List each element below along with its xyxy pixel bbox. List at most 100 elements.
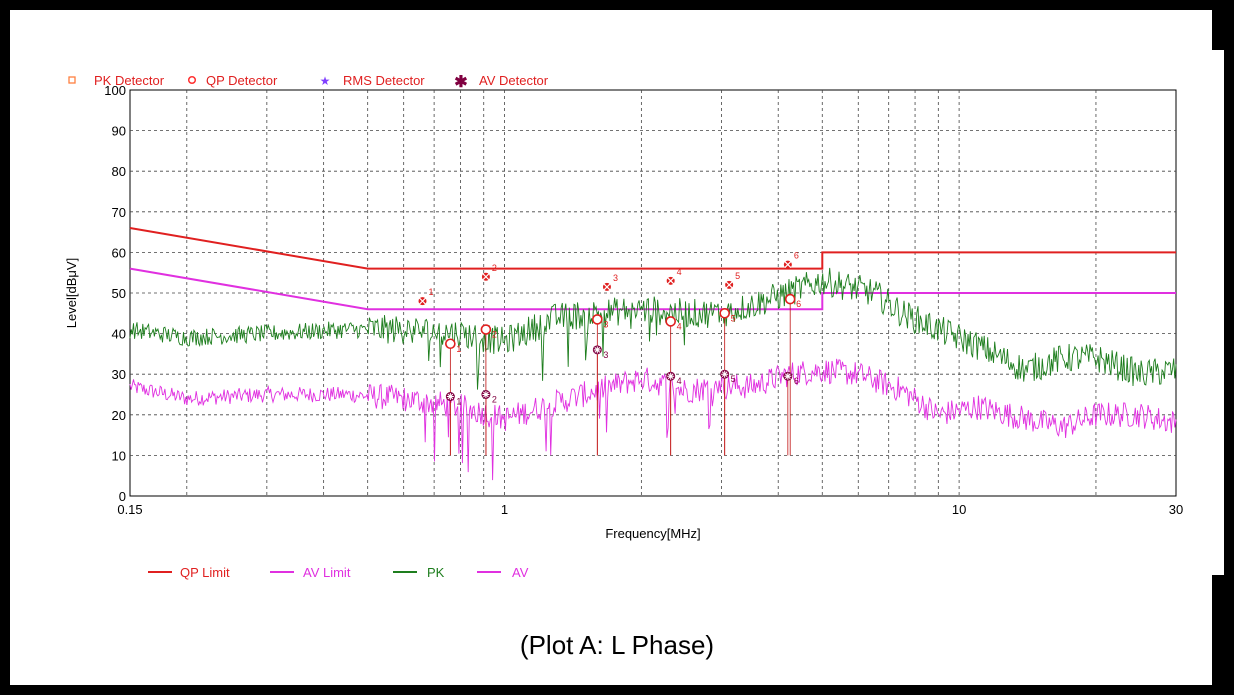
av-marker-label: 4 [677, 376, 682, 386]
qp-marker-label: 4 [677, 321, 682, 331]
pk-marker: 4 [666, 267, 682, 285]
y-tick-label: 90 [112, 124, 126, 139]
tick-labels: 0 10 20 30 40 50 60 70 80 90 100 0.15 1 10 30 [104, 83, 1183, 517]
qp-marker: 5 [719, 307, 736, 323]
pk-marker: 6 [783, 251, 799, 269]
y-tick-label: 100 [104, 83, 126, 98]
qp-detector-circle-icon [187, 75, 197, 85]
av-marker-star [784, 372, 792, 380]
qp-marker-circle [445, 338, 456, 350]
qp-limit-line [129, 227, 1176, 270]
y-axis-label: Level[dBμV] [64, 258, 79, 328]
qp-marker: 6 [784, 293, 801, 309]
legend-pk-detector-label: PK Detector [94, 73, 165, 88]
av-marker: 5 [720, 369, 736, 384]
y-tick-label: 60 [112, 245, 126, 260]
pk-marker-cross [603, 283, 611, 291]
qp-marker-circle [480, 324, 492, 335]
av-marker: 2 [481, 390, 497, 405]
legend-rms-detector: ★ RMS Detector [320, 73, 426, 88]
y-tick-label: 70 [112, 205, 126, 220]
qp-marker-circle [784, 293, 796, 305]
pk-marker-label: 2 [492, 263, 497, 273]
qp-marker: 2 [480, 324, 497, 340]
legend-pk-label: PK [427, 565, 445, 580]
qp-marker: 3 [592, 314, 608, 329]
legend-av-label: AV [512, 565, 529, 580]
legend-qp-detector-label: QP Detector [206, 73, 278, 88]
qp-marker-circle [665, 316, 676, 327]
x-tick-label: 1 [501, 502, 508, 517]
pk-marker-cross [482, 273, 490, 281]
av-marker: 6 [783, 371, 799, 386]
legend-pk-detector: PK Detector [68, 73, 165, 88]
y-tick-label: 30 [112, 367, 126, 382]
av-detector-asterisk-icon: ✱ [454, 74, 467, 91]
qp-marker: 1 [445, 338, 461, 354]
av-trace [129, 358, 1177, 481]
pk-marker-label: 6 [794, 251, 799, 261]
av-marker-label: 3 [603, 350, 608, 360]
y-tick-label: 50 [112, 286, 126, 301]
x-tick-label: 0.15 [117, 502, 142, 517]
rms-detector-star-icon: ★ [320, 74, 331, 88]
pk-marker-label: 4 [677, 267, 682, 277]
qp-marker: 4 [665, 316, 682, 331]
av-limit-line [129, 267, 1176, 311]
qp-marker-label: 5 [731, 313, 736, 323]
legend-av-detector: ✱ AV Detector [454, 73, 548, 91]
av-marker-star [593, 346, 601, 354]
limit-lines [129, 227, 1176, 311]
av-marker-star [721, 370, 729, 378]
pk-marker: 5 [725, 271, 740, 289]
traces [129, 267, 1177, 481]
y-tick-label: 20 [112, 408, 126, 423]
pk-marker: 3 [602, 273, 618, 291]
av-marker-star [446, 393, 454, 401]
av-marker-star [482, 391, 490, 398]
av-marker-label: 1 [456, 397, 461, 407]
detector-markers: 1 2 3 4 5 6 1 2 3 4 5 6 1 2 3 4 5 6 [418, 251, 801, 407]
av-marker-label: 5 [731, 374, 736, 384]
av-marker-star [667, 372, 675, 380]
legend-av-limit: AV Limit [270, 565, 351, 580]
av-marker-label: 6 [794, 376, 799, 386]
qp-marker-label: 3 [603, 319, 608, 329]
legend-av: AV [477, 565, 529, 580]
qp-marker-circle [719, 307, 730, 319]
legend-qp-limit-label: QP Limit [180, 565, 230, 580]
y-tick-label: 0 [119, 489, 126, 504]
pk-marker: 1 [418, 287, 434, 306]
pk-trace [129, 267, 1177, 390]
y-tick-label: 40 [112, 327, 126, 342]
x-tick-label: 10 [952, 502, 966, 517]
pk-marker: 2 [481, 263, 497, 281]
pk-marker-cross [419, 297, 426, 305]
frame-edge-bottom-right [1212, 575, 1224, 685]
legend-av-limit-label: AV Limit [303, 565, 351, 580]
qp-marker-label: 6 [796, 299, 801, 309]
detector-legend: PK Detector QP Detector ★ RMS Detector ✱… [68, 73, 549, 91]
y-tick-label: 10 [112, 448, 126, 463]
pk-marker-label: 3 [613, 273, 618, 283]
pk-marker-label: 1 [429, 287, 434, 297]
pk-detector-square-icon [68, 76, 76, 84]
legend-qp-limit: QP Limit [148, 565, 230, 580]
av-marker: 1 [445, 392, 461, 407]
frame-edge-top-right [1212, 10, 1224, 50]
x-axis-label: Frequency[MHz] [605, 526, 700, 541]
legend-pk: PK [393, 565, 445, 580]
qp-marker-circle [592, 314, 603, 325]
series-legend: QP Limit AV Limit PK AV [148, 565, 529, 580]
legend-qp-detector: QP Detector [187, 73, 278, 88]
plot-caption: (Plot A: L Phase) [519, 630, 715, 660]
av-marker: 4 [666, 371, 682, 386]
av-marker-label: 2 [492, 395, 497, 405]
av-marker: 3 [592, 345, 608, 360]
grid [130, 90, 1176, 496]
x-tick-label: 30 [1169, 502, 1183, 517]
legend-rms-detector-label: RMS Detector [343, 73, 425, 88]
y-tick-label: 80 [112, 164, 126, 179]
